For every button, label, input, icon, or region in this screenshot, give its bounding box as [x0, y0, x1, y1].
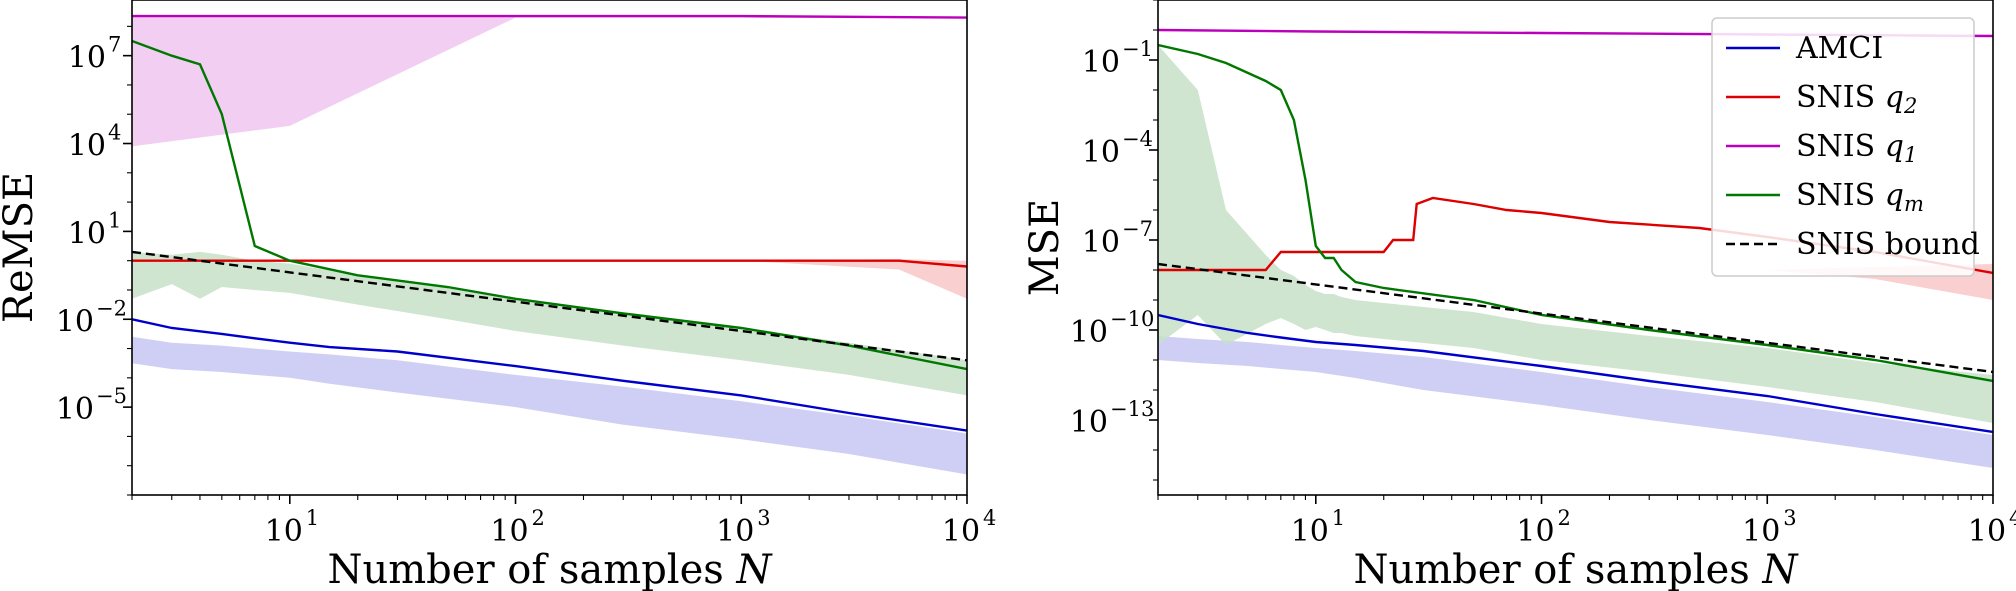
- band-snis-qm: [132, 251, 967, 396]
- band-snis-q2: [132, 259, 967, 299]
- y-axis-label: MSE: [1022, 199, 1068, 297]
- y-tick-label: 10: [1070, 405, 1108, 440]
- axes-frame: [1157, 0, 1994, 496]
- y-tick-exponent: −5: [96, 384, 127, 408]
- x-tick-label: 10: [1516, 514, 1554, 549]
- y-tick-label: 10: [1082, 45, 1120, 80]
- y-tick-exponent: −1: [1122, 37, 1153, 61]
- series-amci: [132, 318, 967, 432]
- band-amci: [132, 336, 967, 475]
- x-tick-label: 10: [1968, 514, 2006, 549]
- y-tick-exponent: 1: [108, 208, 121, 232]
- series-snis-bound: [1158, 262, 1993, 374]
- legend-label: SNIS q1: [1796, 129, 1917, 167]
- legend-label: SNIS q2: [1796, 80, 1917, 118]
- plot-area: [132, 14, 967, 475]
- x-tick-exponent: 4: [2009, 506, 2016, 530]
- y-tick-exponent: 7: [108, 33, 121, 57]
- y-tick-label: 10: [68, 41, 106, 76]
- band-amci: [1158, 336, 1993, 468]
- series-snis-qm: [132, 39, 967, 371]
- x-tick-label: 10: [1291, 514, 1329, 549]
- x-tick-exponent: 3: [757, 506, 770, 530]
- x-tick-exponent: 1: [1332, 506, 1345, 530]
- series-snis-q2: [132, 259, 967, 268]
- band-snis-qm: [1158, 45, 1993, 423]
- band-snis-q1: [132, 16, 967, 147]
- x-tick-label: 10: [716, 514, 754, 549]
- y-tick-label: 10: [56, 304, 94, 339]
- y-tick-label: 10: [68, 129, 106, 164]
- legend-label: AMCI: [1795, 31, 1883, 66]
- x-tick-exponent: 4: [983, 506, 996, 530]
- x-tick-exponent: 3: [1783, 506, 1796, 530]
- series-snis-q1: [132, 14, 967, 19]
- y-tick-exponent: −4: [1122, 127, 1153, 151]
- x-tick-exponent: 2: [532, 506, 545, 530]
- y-tick-label: 10: [1082, 135, 1120, 170]
- axes-frame: [131, 0, 968, 496]
- x-axis-label: Number of samples N: [327, 547, 773, 591]
- x-tick-exponent: 2: [1558, 506, 1571, 530]
- series-snis-qm: [1158, 43, 1993, 383]
- x-tick-label: 10: [942, 514, 980, 549]
- y-tick-exponent: −7: [1122, 217, 1153, 241]
- y-tick-label: 10: [1070, 315, 1108, 350]
- x-tick-exponent: 1: [306, 506, 319, 530]
- y-tick-exponent: −2: [96, 296, 127, 320]
- y-tick-exponent: −13: [1110, 397, 1154, 421]
- y-tick-label: 10: [56, 392, 94, 427]
- series-snis-bound: [132, 250, 967, 362]
- x-tick-label: 10: [490, 514, 528, 549]
- x-tick-label: 10: [265, 514, 303, 549]
- legend: AMCI SNIS q2 SNIS q1 SNIS qm SNIS bound: [1711, 17, 1980, 277]
- x-axis-label: Number of samples N: [1353, 547, 1799, 591]
- x-tick-label: 10: [1742, 514, 1780, 549]
- legend-label: SNIS bound: [1796, 227, 1980, 262]
- y-tick-exponent: 4: [108, 121, 121, 145]
- y-axis-label: ReMSE: [0, 172, 42, 323]
- legend-label: SNIS qm: [1796, 178, 1924, 216]
- y-tick-exponent: −10: [1110, 307, 1154, 331]
- y-tick-label: 10: [1082, 225, 1120, 260]
- y-tick-label: 10: [68, 216, 106, 251]
- series-amci: [1158, 313, 1993, 434]
- legend-box: [1711, 17, 1975, 277]
